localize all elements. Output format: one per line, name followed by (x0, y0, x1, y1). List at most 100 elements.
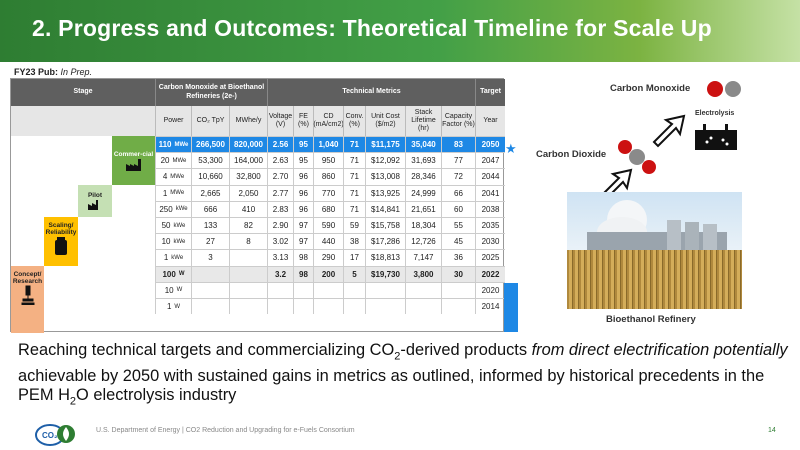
cell-year: 2014 (475, 299, 505, 315)
cell-cap: 60 (441, 201, 475, 217)
cell-unit: kWe (173, 222, 186, 229)
cell-stack: 3,800 (405, 266, 441, 282)
cell-power-value: 4 (162, 172, 168, 182)
co-molecule-icon (707, 81, 741, 97)
cell-power: 1 kWe (155, 250, 191, 266)
cell-cost: $13,925 (365, 185, 405, 201)
slide-title: 2. Progress and Outcomes: Theoretical Ti… (32, 15, 712, 41)
electrolysis-label: Electrolysis (695, 110, 735, 117)
cell-v: 3.13 (267, 250, 293, 266)
cell-co2-value: 3 (208, 253, 213, 263)
cell-cost-value: $14,841 (371, 204, 400, 214)
cell-cost: $15,758 (365, 218, 405, 234)
cell-co2-value: 266,500 (196, 140, 225, 150)
cell-cap-value: 36 (454, 253, 463, 263)
cell-power-value: 1 (162, 188, 168, 198)
cell-stack-value: 31,693 (411, 156, 436, 166)
cell-cost-value: $13,925 (371, 188, 400, 198)
table-row: 10 kWe 27 8 3.02 97 440 38 $17,286 12,726 45 2030 (155, 233, 505, 250)
consortium-logo-icon: CO₂ (35, 424, 75, 446)
cell-cd: 680 (313, 201, 343, 217)
table-row: 1 W 2014 (155, 298, 505, 315)
cell-cap (441, 299, 475, 315)
cell-year: 2041 (475, 185, 505, 201)
cell-conv-value: 71 (350, 172, 359, 182)
caption-sub-2: 2 (69, 395, 77, 408)
cell-conv (343, 282, 365, 298)
cell-cap: 77 (441, 153, 475, 169)
cell-cost-value: $17,286 (371, 237, 400, 247)
cell-mwh: 164,000 (229, 153, 267, 169)
cell-cd: 860 (313, 169, 343, 185)
cell-year-value: 2038 (481, 204, 500, 214)
cell-cap: 72 (441, 169, 475, 185)
cell-v: 2.77 (267, 185, 293, 201)
cell-power-value: 10 (161, 237, 171, 247)
battery-icon (55, 237, 67, 256)
cell-year-value: 2020 (481, 285, 500, 295)
cell-co2-value: 10,660 (198, 172, 223, 182)
cell-fe: 97 (293, 218, 313, 234)
cell-year: 2020 (475, 282, 505, 298)
cell-cd: 290 (313, 250, 343, 266)
table-row: 1 MWe 2,665 2,050 2.77 96 770 71 $13,925 24,999 66… (155, 184, 505, 201)
cell-cost-value: $19,730 (371, 269, 400, 279)
cell-conv: 59 (343, 218, 365, 234)
cell-stack-value: 7,147 (413, 253, 434, 263)
header-cd: CD (mA/cm2) (313, 106, 344, 136)
cell-cost: $12,092 (365, 153, 405, 169)
cell-cd (313, 299, 343, 315)
cell-year-value: 2025 (481, 253, 500, 263)
cell-mwh-value: 410 (241, 204, 256, 214)
header-co-group: Carbon Monoxide at Bioethanol Refineries… (155, 79, 267, 106)
cell-year-value: 2044 (481, 172, 500, 182)
current-marker (504, 283, 518, 332)
cell-power: 10 kWe (155, 234, 191, 250)
cell-year: 2030 (475, 234, 505, 250)
caption-part-4: O electrolysis industry (76, 386, 237, 405)
cell-cd-value: 440 (321, 237, 336, 247)
cell-stack: 35,040 (405, 137, 441, 153)
cell-unit: W (176, 287, 183, 294)
cell-unit: MWe (174, 141, 189, 148)
cell-v-value: 2.77 (272, 188, 289, 198)
cell-fe: 95 (293, 153, 313, 169)
stage-pilot-label: Pilot (87, 192, 103, 199)
cell-fe: 98 (293, 250, 313, 266)
co-label: Carbon Monoxide (610, 83, 691, 94)
cell-co2-value: 53,300 (198, 156, 223, 166)
cell-v-value: 3.2 (274, 269, 287, 279)
cell-co2: 53,300 (191, 153, 229, 169)
cell-v-value: 2.83 (272, 204, 289, 214)
publication-note: FY23 Pub: In Prep. (14, 67, 92, 77)
cell-cost (365, 299, 405, 315)
cell-v (267, 282, 293, 298)
cell-cap-value: 83 (454, 140, 463, 150)
cell-cd-value: 680 (321, 204, 336, 214)
cell-cost-value: $18,813 (371, 253, 400, 263)
factory-icon (125, 159, 141, 172)
cell-cap: 30 (441, 266, 475, 282)
cell-mwh: 2,050 (229, 185, 267, 201)
cell-cost: $11,175 (365, 137, 405, 153)
cell-co2-value: 27 (206, 237, 215, 247)
cell-cap-value: 30 (454, 269, 463, 279)
cell-conv: 71 (343, 185, 365, 201)
cell-fe-value: 96 (299, 172, 308, 182)
cell-conv: 71 (343, 153, 365, 169)
cell-conv-value: 38 (350, 237, 359, 247)
cell-cap-value: 60 (454, 204, 463, 214)
cell-power-value: 10 (164, 285, 174, 295)
header-power: Power (155, 106, 191, 136)
co2-label: Carbon Dioxide (536, 149, 607, 160)
cell-stack-value: 21,651 (411, 204, 436, 214)
cell-stack: 28,346 (405, 169, 441, 185)
cell-conv: 17 (343, 250, 365, 266)
cell-mwh (229, 266, 267, 282)
cell-conv: 5 (343, 266, 365, 282)
cell-cap (441, 282, 475, 298)
pub-value: In Prep. (60, 67, 93, 77)
cell-stack: 24,999 (405, 185, 441, 201)
cell-co2: 666 (191, 201, 229, 217)
co2-molecule-icon (618, 140, 656, 174)
